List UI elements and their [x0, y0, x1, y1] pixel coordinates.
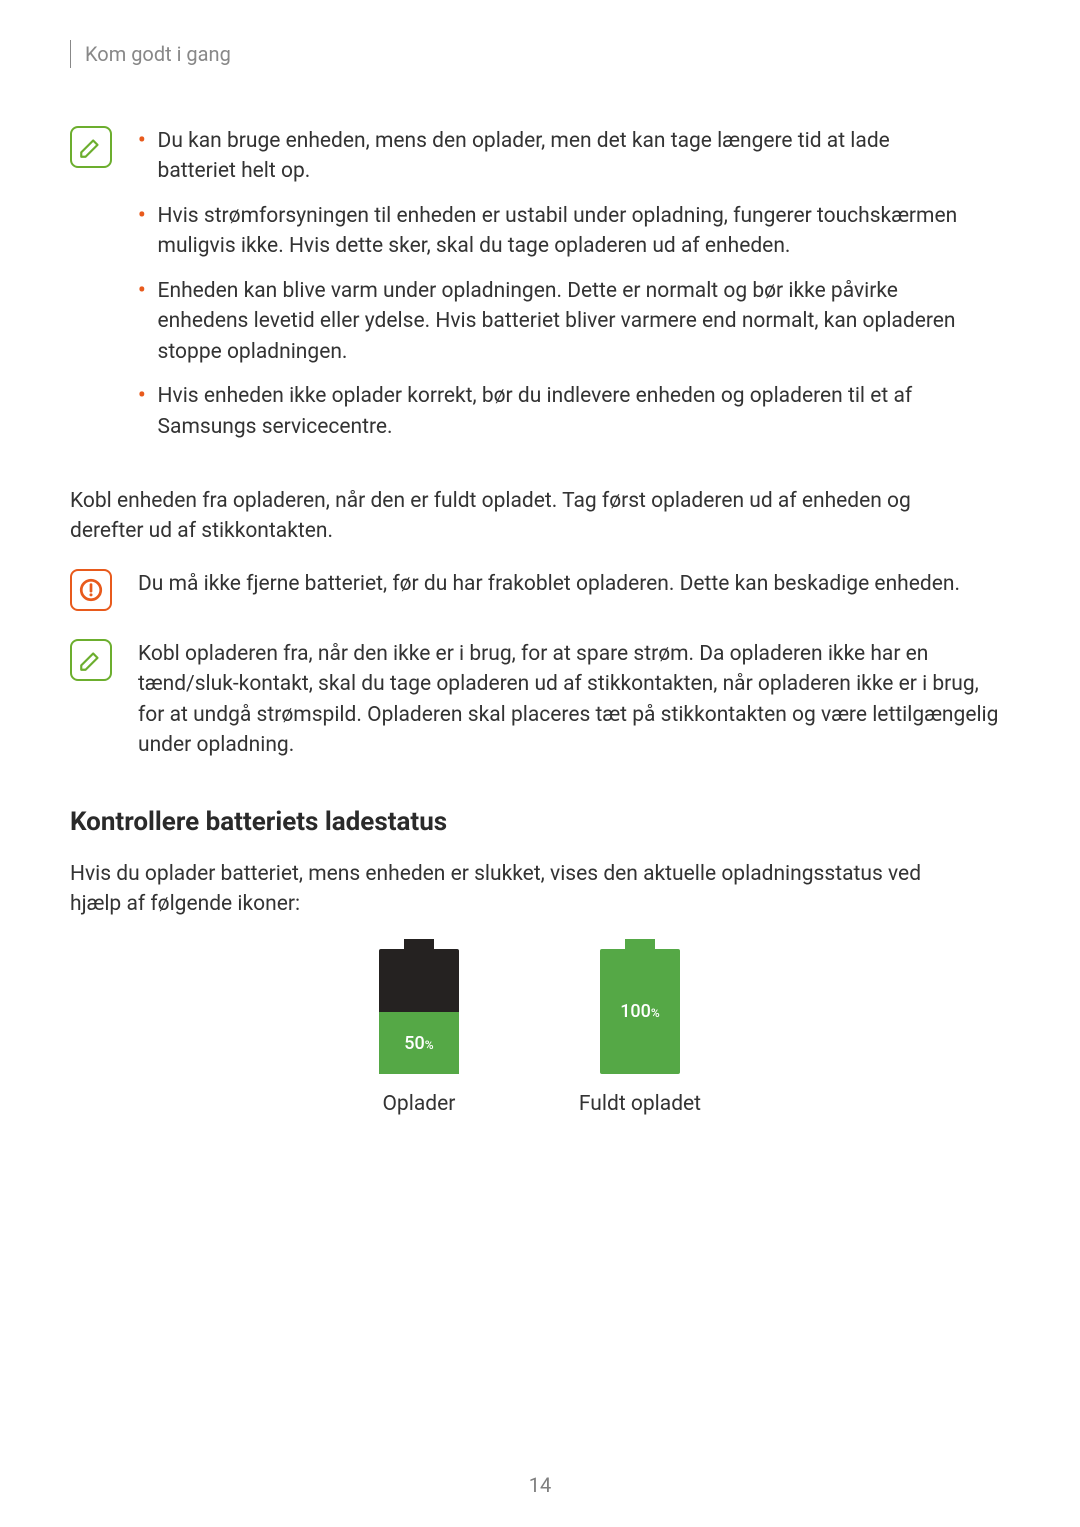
list-item-text: Enheden kan blive varm under opladningen… — [158, 276, 970, 367]
paragraph-disconnect: Kobl enheden fra opladeren, når den er f… — [70, 486, 1010, 547]
battery-fill: 100% — [600, 949, 680, 1074]
battery-charging-block: 50% Oplader — [379, 949, 459, 1116]
warning-box: Du må ikke fjerne batteriet, før du har … — [70, 569, 1010, 611]
header-divider — [70, 40, 71, 68]
warning-icon-cell — [70, 569, 138, 611]
warning-icon — [70, 569, 112, 611]
battery-full-percent-sign: % — [651, 1006, 660, 1020]
battery-charging-caption: Oplader — [382, 1092, 455, 1116]
list-item-text: Du kan bruge enheden, mens den oplader, … — [158, 126, 970, 187]
battery-charging-percent-sign: % — [425, 1038, 434, 1052]
bullet-marker: • — [138, 381, 146, 442]
tip-icon-cell — [70, 639, 138, 681]
tip-text-wrap: Kobl opladeren fra, når den ikke er i br… — [138, 639, 1010, 761]
battery-full-caption: Fuldt opladet — [579, 1092, 701, 1116]
battery-tip — [404, 939, 434, 949]
bullet-marker: • — [138, 276, 146, 367]
heading-status: Kontrollere batteriets ladestatus — [70, 807, 1010, 837]
paragraph-status: Hvis du oplader batteriet, mens enheden … — [70, 859, 1010, 920]
battery-charging-percent: 50 — [404, 1033, 424, 1054]
list-item: • Du kan bruge enheden, mens den oplader… — [138, 126, 1010, 187]
pencil-icon — [78, 647, 104, 673]
battery-charging-icon: 50% — [379, 949, 459, 1074]
exclamation-icon — [78, 577, 104, 603]
list-item: • Hvis enheden ikke oplader korrekt, bør… — [138, 381, 1010, 442]
tip-box: Kobl opladeren fra, når den ikke er i br… — [70, 639, 1010, 761]
note-icon-cell — [70, 126, 138, 168]
bullet-marker: • — [138, 126, 146, 187]
section-title: Kom godt i gang — [85, 42, 231, 66]
list-item-text: Hvis strømforsyningen til enheden er ust… — [158, 201, 970, 262]
list-item-text: Hvis enheden ikke oplader korrekt, bør d… — [158, 381, 970, 442]
tip-icon — [70, 639, 112, 681]
note-box: • Du kan bruge enheden, mens den oplader… — [70, 126, 1010, 456]
battery-tip — [625, 939, 655, 949]
warning-text-wrap: Du må ikke fjerne batteriet, før du har … — [138, 569, 1010, 599]
bullet-marker: • — [138, 201, 146, 262]
note-list: • Du kan bruge enheden, mens den oplader… — [138, 126, 1010, 456]
tip-text: Kobl opladeren fra, når den ikke er i br… — [138, 642, 998, 757]
battery-fill: 50% — [379, 1012, 459, 1075]
battery-full-percent: 100 — [620, 1001, 651, 1022]
battery-full-icon: 100% — [600, 949, 680, 1074]
list-item: • Enheden kan blive varm under opladning… — [138, 276, 1010, 367]
battery-full-block: 100% Fuldt opladet — [579, 949, 701, 1116]
pencil-icon — [78, 134, 104, 160]
note-icon — [70, 126, 112, 168]
battery-icons-row: 50% Oplader 100% Fuldt opladet — [70, 949, 1010, 1116]
warning-text: Du må ikke fjerne batteriet, før du har … — [138, 572, 960, 596]
page-header: Kom godt i gang — [70, 40, 1010, 68]
list-item: • Hvis strømforsyningen til enheden er u… — [138, 201, 1010, 262]
page-number: 14 — [0, 1473, 1080, 1497]
